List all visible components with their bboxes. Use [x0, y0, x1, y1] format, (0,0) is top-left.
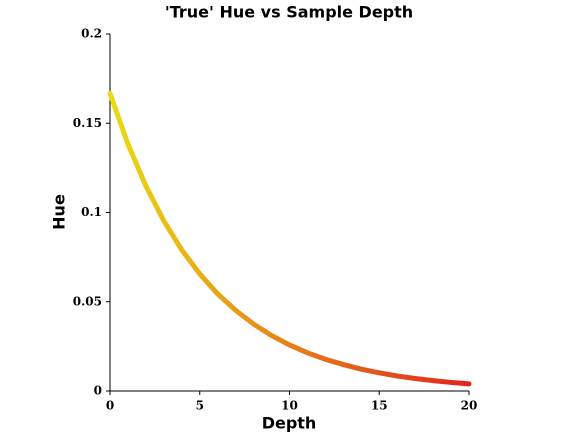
- x-tick-label: 5: [196, 399, 204, 413]
- chart-title: 'True' Hue vs Sample Depth: [165, 3, 413, 22]
- line: [107, 90, 472, 387]
- x-axis-label: Depth: [262, 414, 317, 433]
- y-tick-label: 0.1: [81, 205, 102, 219]
- y-tick-label: 0: [94, 384, 102, 398]
- x-tick-label: 10: [281, 399, 298, 413]
- x-tick-label: 0: [106, 399, 114, 413]
- y-axis-label: Hue: [50, 194, 69, 230]
- x-tick-label: 20: [461, 399, 478, 413]
- y-tick-label: 0.2: [81, 27, 102, 41]
- x-tick-label: 15: [371, 399, 388, 413]
- y-tick-label: 0.05: [73, 294, 102, 308]
- y-tick-label: 0.15: [73, 116, 102, 130]
